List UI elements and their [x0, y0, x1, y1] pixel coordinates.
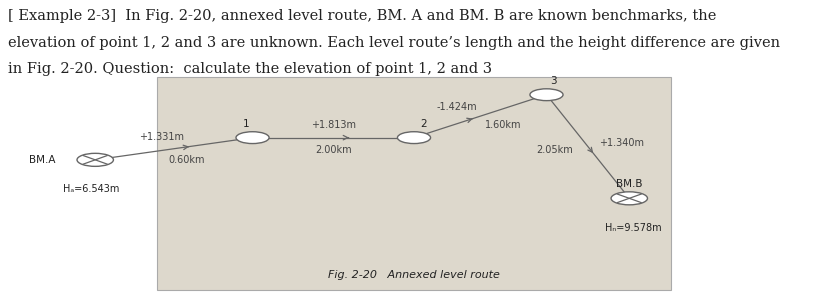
Circle shape	[397, 132, 430, 144]
Circle shape	[529, 89, 562, 101]
Text: Hₐ=6.543m: Hₐ=6.543m	[63, 184, 119, 194]
Circle shape	[77, 153, 113, 166]
Text: 2: 2	[420, 119, 427, 129]
Text: 3: 3	[549, 75, 556, 86]
FancyBboxPatch shape	[157, 77, 670, 290]
Text: elevation of point 1, 2 and 3 are unknown. Each level route’s length and the hei: elevation of point 1, 2 and 3 are unknow…	[8, 36, 780, 49]
Text: 1.60km: 1.60km	[485, 120, 521, 131]
Text: +1.340m: +1.340m	[598, 138, 643, 148]
Text: 2.05km: 2.05km	[535, 145, 572, 155]
Text: in Fig. 2-20. Question:  calculate the elevation of point 1, 2 and 3: in Fig. 2-20. Question: calculate the el…	[8, 62, 492, 76]
Circle shape	[610, 192, 647, 205]
Text: 0.60km: 0.60km	[168, 155, 204, 165]
Circle shape	[236, 132, 269, 144]
Text: BM.B: BM.B	[615, 179, 642, 189]
Text: -1.424m: -1.424m	[436, 102, 476, 112]
Text: Hₙ=9.578m: Hₙ=9.578m	[605, 223, 661, 233]
Text: BM.A: BM.A	[29, 155, 55, 165]
Text: Fig. 2-20   Annexed level route: Fig. 2-20 Annexed level route	[327, 270, 500, 280]
Text: 1: 1	[242, 119, 249, 129]
Text: [ Example 2-3]  In Fig. 2-20, annexed level route, BM. A and BM. B are known ben: [ Example 2-3] In Fig. 2-20, annexed lev…	[8, 9, 716, 23]
Text: +1.331m: +1.331m	[138, 132, 184, 142]
Text: +1.813m: +1.813m	[310, 120, 356, 130]
Text: 2.00km: 2.00km	[314, 145, 351, 155]
